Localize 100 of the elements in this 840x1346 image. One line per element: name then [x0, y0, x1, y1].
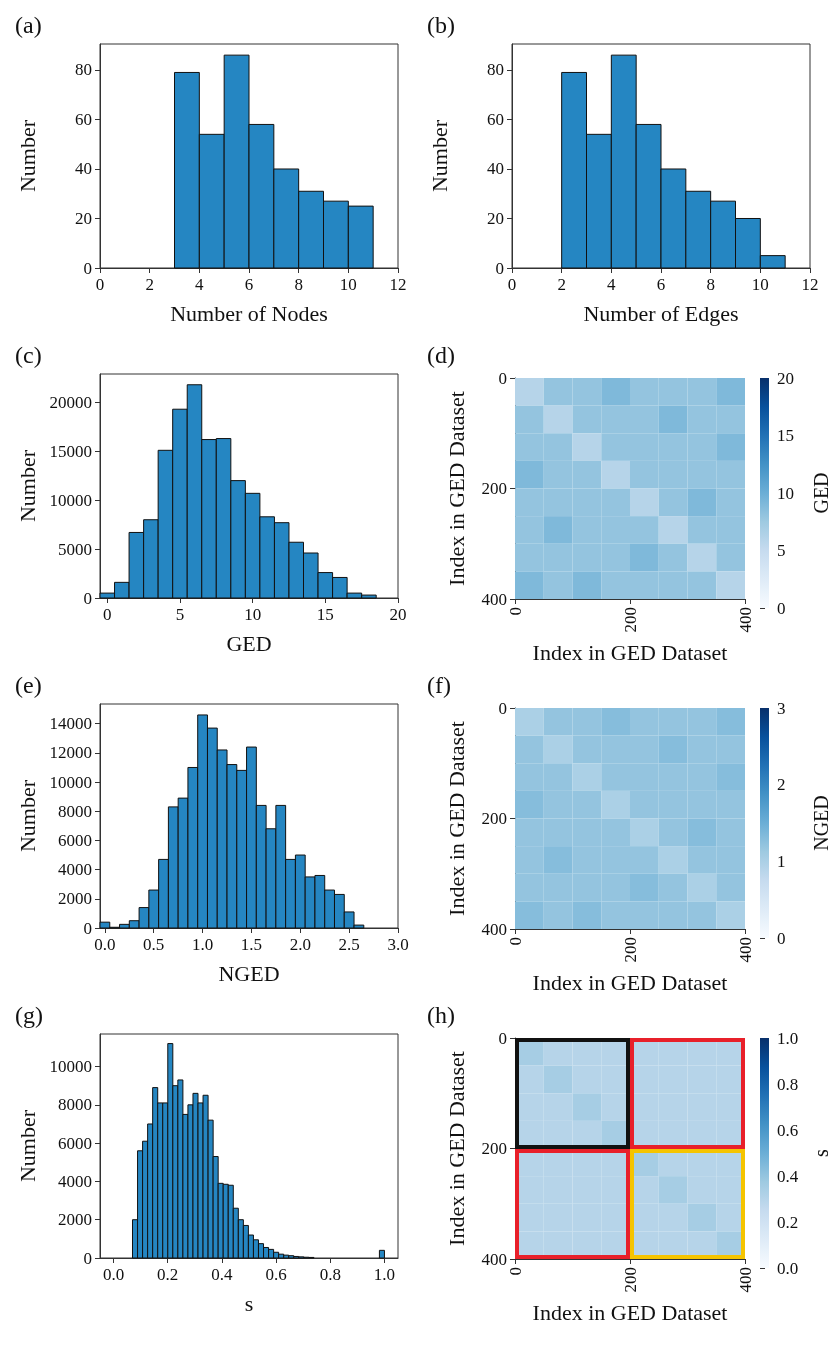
x-tick-label: 0 [103, 605, 112, 624]
x-axis-title: Index in GED Dataset [532, 969, 728, 995]
y-tick-label: 60 [75, 109, 92, 129]
x-tick-label: 400 [735, 1267, 755, 1293]
x-tick-label: 200 [620, 1267, 640, 1293]
y-axis-title: Number [14, 779, 40, 853]
x-tick-label: 0 [505, 1267, 525, 1276]
x-tick-label: 1.0 [191, 935, 214, 954]
y-axis-title: Number [14, 449, 40, 523]
chart-title: (b) [427, 12, 455, 38]
chart-title: (a) [15, 12, 42, 38]
chart-title: (h) [427, 1002, 455, 1028]
x-tick-label: 2 [145, 275, 154, 294]
x-tick-label: 2.0 [289, 935, 311, 954]
y-tick-label: 6000 [58, 830, 92, 850]
x-tick-label: 12 [801, 275, 819, 294]
color-bar-label: 0.6 [777, 1120, 799, 1140]
x-tick-label: 10 [244, 605, 262, 624]
color-bar-label: 2 [777, 775, 786, 795]
x-axis-title: Number of Nodes [170, 300, 328, 326]
x-tick-label: 4 [195, 275, 205, 294]
x-tick-label: 6 [244, 275, 254, 294]
y-tick-label: 8000 [58, 801, 92, 821]
y-tick-label: 20 [75, 209, 92, 228]
x-tick-label: 1.5 [240, 935, 263, 954]
color-bar-label: 20 [777, 368, 794, 388]
y-tick-label: 0 [83, 588, 92, 608]
x-tick-label: 0.0 [94, 935, 116, 954]
color-bar-title: GED [810, 472, 832, 514]
y-tick-label: 8000 [58, 1095, 92, 1115]
y-tick-label: 10000 [49, 772, 92, 792]
x-tick-label: 10 [751, 275, 769, 294]
y-tick-label: 200 [481, 479, 507, 498]
y-tick-label: 200 [481, 1139, 507, 1158]
x-tick-label: 4 [607, 275, 617, 294]
x-tick-label: 0.0 [102, 1265, 125, 1284]
y-tick-label: 400 [481, 1249, 507, 1269]
y-tick-label: 0 [83, 258, 92, 278]
y-axis-title: Number [426, 119, 452, 193]
y-tick-label: 12000 [49, 743, 92, 763]
y-tick-label: 20000 [49, 392, 92, 412]
x-tick-label: 0.4 [211, 1265, 234, 1284]
y-tick-label: 2000 [58, 889, 92, 909]
y-tick-label: 4000 [58, 860, 92, 880]
x-axis-title: GED [226, 630, 272, 656]
y-tick-label: 10000 [49, 1057, 92, 1077]
y-tick-label: 15000 [49, 441, 92, 461]
y-tick-label: 400 [481, 589, 507, 609]
x-axis-title: NGED [218, 960, 280, 986]
y-tick-label: 400 [481, 919, 507, 939]
x-tick-label: 6 [656, 275, 666, 294]
chart-title: (e) [15, 672, 42, 698]
y-tick-label: 5000 [58, 539, 92, 559]
color-bar-label: 15 [777, 426, 794, 445]
color-bar-title: NGED [810, 795, 832, 851]
y-tick-label: 4000 [58, 1171, 92, 1191]
x-tick-label: 400 [735, 937, 755, 963]
y-axis-title: Index in GED Dataset [443, 391, 469, 586]
y-axis-title: Number [14, 119, 40, 193]
y-tick-label: 80 [75, 60, 92, 80]
chart-title: (d) [427, 342, 455, 368]
color-bar-label: 3 [777, 698, 786, 718]
y-tick-label: 40 [75, 159, 92, 179]
y-tick-label: 0 [498, 1028, 507, 1048]
x-tick-label: 400 [735, 607, 755, 633]
y-tick-label: 0 [83, 918, 92, 938]
y-tick-label: 80 [487, 60, 504, 80]
color-bar-title: s [810, 1148, 832, 1157]
x-tick-label: 0.2 [157, 1265, 179, 1284]
x-tick-label: 200 [620, 937, 640, 963]
y-tick-label: 0 [83, 1248, 92, 1268]
y-tick-label: 40 [487, 159, 504, 179]
x-tick-label: 15 [316, 605, 334, 624]
x-tick-label: 0.5 [143, 935, 165, 954]
x-axis-title: s [244, 1290, 254, 1316]
y-tick-label: 6000 [58, 1133, 92, 1153]
color-bar-label: 5 [777, 541, 786, 560]
x-axis-title: Index in GED Dataset [532, 1299, 728, 1325]
x-tick-label: 3.0 [387, 935, 409, 954]
x-tick-label: 8 [294, 275, 303, 294]
color-bar-label: 1 [777, 851, 786, 871]
color-bar-label: 0.8 [777, 1074, 799, 1094]
x-tick-label: 8 [706, 275, 715, 294]
y-tick-label: 20 [487, 209, 504, 228]
y-tick-label: 2000 [58, 1210, 92, 1230]
x-tick-label: 12 [389, 275, 407, 294]
y-tick-label: 200 [481, 809, 507, 828]
y-axis-title: Index in GED Dataset [443, 721, 469, 916]
color-bar-label: 10 [777, 483, 794, 503]
x-tick-label: 0.8 [319, 1265, 341, 1284]
x-tick-label: 0 [505, 607, 525, 616]
x-tick-label: 0 [505, 937, 525, 946]
y-tick-label: 0 [495, 258, 504, 278]
y-tick-label: 0 [498, 368, 507, 388]
x-tick-label: 5 [175, 605, 185, 624]
x-tick-label: 20 [389, 605, 407, 624]
chart-title: (g) [15, 1002, 43, 1028]
color-bar-label: 0.2 [777, 1212, 799, 1232]
y-tick-label: 14000 [49, 714, 92, 734]
x-tick-label: 2.5 [338, 935, 360, 954]
